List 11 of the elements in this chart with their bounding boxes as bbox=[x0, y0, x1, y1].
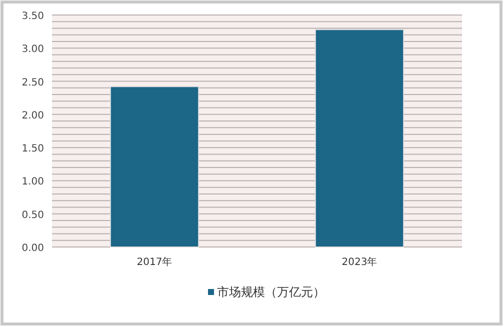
y-tick-label: 0.00 bbox=[22, 243, 44, 254]
y-tick-label: 1.00 bbox=[22, 176, 44, 188]
y-tick-label: 1.50 bbox=[22, 144, 44, 155]
y-tick-label: 2.50 bbox=[22, 77, 44, 88]
x-tick-label: 2017年 bbox=[136, 256, 172, 268]
y-tick-label: 3.50 bbox=[22, 11, 44, 22]
y-tick-label: 3.00 bbox=[22, 44, 44, 56]
y-tick-label: 2.00 bbox=[22, 110, 44, 122]
x-tick-label: 2023年 bbox=[342, 256, 378, 268]
y-tick-label: 0.50 bbox=[22, 210, 44, 221]
legend-label: 市场规模（万亿元） bbox=[217, 285, 325, 299]
